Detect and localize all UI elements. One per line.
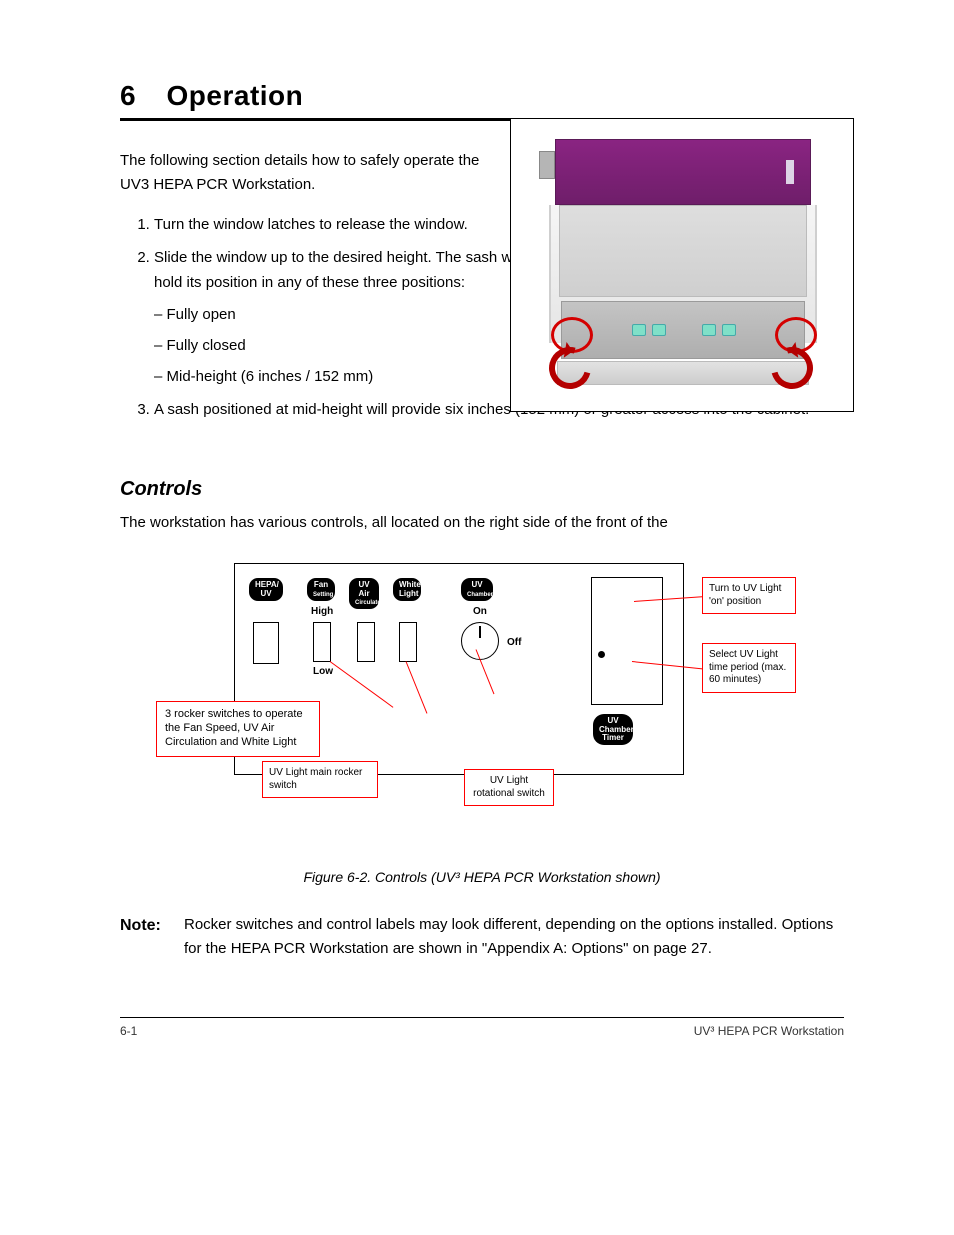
uv-timer-control[interactable] [591, 577, 663, 705]
step-2-text: Slide the window up to the desired heigh… [154, 249, 522, 291]
figure-2-caption: Figure 6-2. Controls (UV³ HEPA PCR Works… [120, 869, 844, 885]
figure-2-wrap: HEPA/UV FanSetting UV AirCirculator Whit… [162, 551, 802, 863]
section-number: 6 [120, 80, 136, 112]
off-text: Off [507, 637, 521, 648]
callout-knob: UV Light rotational switch [464, 769, 554, 806]
sash-positions-list: Fully open Fully closed Mid-height (6 in… [154, 303, 524, 389]
page-footer: 6-1 UV³ HEPA PCR Workstation [120, 1017, 844, 1038]
note-block: Note: Rocker switches and control labels… [120, 913, 844, 961]
step-1: Turn the window latches to release the w… [154, 213, 524, 238]
uv-air-switch[interactable] [357, 622, 375, 662]
callout-rockers: 3 rocker switches to operate the Fan Spe… [156, 701, 320, 756]
note-label: Note: [120, 913, 161, 939]
callout-timer-select: Select UV Light time period (max. 60 min… [702, 643, 796, 693]
high-text: High [311, 606, 333, 617]
on-text: On [473, 606, 487, 617]
callout-timer-on: Turn to UV Light 'on' position [702, 577, 796, 614]
intro-text: The following section details how to saf… [120, 149, 500, 197]
dash-item-1: Fully open [154, 303, 524, 328]
hepa-uv-switch[interactable] [253, 622, 279, 664]
fan-switch[interactable] [313, 622, 331, 662]
footer-product-name: UV³ HEPA PCR Workstation [694, 1024, 844, 1038]
white-light-switch[interactable] [399, 622, 417, 662]
uv-timer-label: UVChamberTimer [593, 714, 633, 745]
fan-label: FanSetting [307, 578, 335, 601]
footer-page-number: 6-1 [120, 1024, 137, 1038]
low-text: Low [313, 666, 333, 677]
dash-item-2: Fully closed [154, 334, 524, 359]
uv-chamber-label: UVChamber [461, 578, 493, 601]
uv-air-label: UV AirCirculator [349, 578, 379, 609]
callout-uv-main: UV Light main rocker switch [262, 761, 378, 798]
hepa-uv-label: HEPA/UV [249, 578, 283, 601]
white-light-label: WhiteLight [393, 578, 421, 601]
controls-text: The workstation has various controls, al… [120, 511, 844, 535]
controls-heading: Controls [120, 478, 844, 501]
section-title: Operation [167, 80, 304, 111]
figure-1-image [510, 118, 854, 412]
uv-rotational-switch[interactable] [461, 622, 499, 660]
note-body: Rocker switches and control labels may l… [184, 916, 833, 957]
dash-item-3: Mid-height (6 inches / 152 mm) [154, 365, 524, 390]
step-2: Slide the window up to the desired heigh… [154, 246, 524, 390]
